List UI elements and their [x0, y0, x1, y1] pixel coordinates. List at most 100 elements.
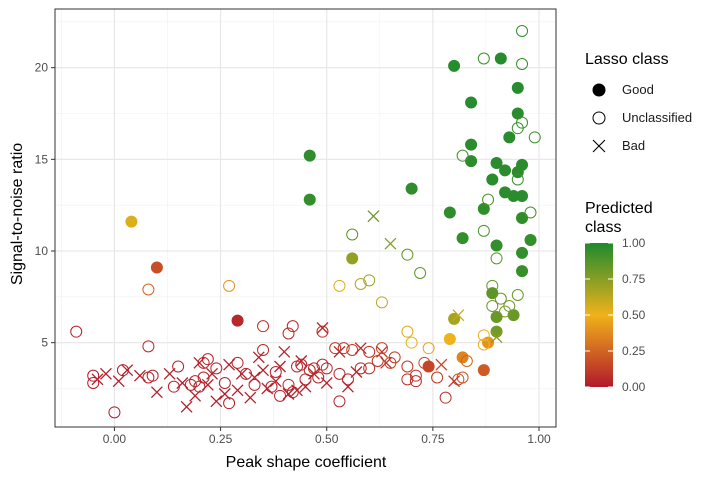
point-bad — [375, 345, 388, 358]
point-unclassified — [477, 224, 490, 237]
point-unclassified — [363, 362, 376, 375]
point-unclassified — [414, 267, 427, 279]
point-bad — [380, 356, 393, 369]
point-good — [465, 96, 478, 109]
point-unclassified — [320, 362, 333, 375]
point-unclassified — [354, 278, 367, 290]
point-unclassified — [490, 252, 503, 265]
point-good — [516, 212, 529, 224]
y-tick-label: 15 — [35, 152, 49, 166]
point-bad — [490, 331, 503, 344]
point-unclassified — [341, 373, 354, 386]
point-good — [477, 202, 490, 215]
point-unclassified — [511, 173, 524, 186]
point-unclassified — [511, 289, 524, 301]
point-unclassified — [477, 338, 490, 351]
legend-bad-marker — [592, 139, 606, 153]
point-good — [490, 239, 503, 252]
point-bad — [278, 345, 291, 358]
point-unclassified — [494, 292, 507, 305]
x-tick-label: 0.75 — [421, 432, 445, 446]
point-unclassified — [116, 364, 129, 377]
point-good — [507, 190, 520, 202]
point-unclassified — [282, 327, 295, 340]
point-bad — [316, 322, 329, 334]
point-good — [477, 364, 490, 377]
point-good — [511, 81, 524, 94]
colorbar-tick-label: 0.50 — [622, 308, 646, 322]
point-bad — [218, 388, 231, 400]
shape-legend: Lasso class Good Unclassified Bad — [585, 51, 692, 153]
point-unclassified — [477, 329, 490, 342]
point-unclassified — [516, 116, 529, 129]
legend-good-label: Good — [622, 82, 654, 97]
point-bad — [235, 367, 248, 380]
point-good — [405, 182, 418, 195]
colorbar-tick-label: 0.25 — [622, 344, 646, 358]
point-good — [494, 52, 507, 65]
plot-border — [54, 8, 557, 428]
point-unclassified — [528, 131, 541, 144]
point-bad — [354, 342, 367, 355]
point-bad — [320, 377, 333, 389]
point-unclassified — [401, 373, 414, 386]
colorbar-tick-label: 0.00 — [622, 380, 646, 394]
legend-unclassified-marker — [592, 111, 606, 125]
point-bad — [244, 391, 257, 404]
point-good — [456, 232, 469, 245]
point-bad — [176, 377, 189, 389]
color-legend: Predicted class 1.00 0.75 0.50 0.25 0.00 — [585, 200, 653, 394]
point-unclassified — [482, 193, 495, 206]
point-unclassified — [363, 274, 376, 287]
y-tick-label: 20 — [35, 61, 49, 75]
point-good — [125, 215, 138, 228]
legend-bad-label: Bad — [622, 138, 645, 153]
point-unclassified — [269, 366, 282, 378]
point-good — [443, 206, 456, 219]
point-unclassified — [460, 355, 473, 367]
point-good — [303, 193, 316, 206]
point-bad — [112, 375, 125, 388]
point-bad — [150, 386, 163, 399]
point-unclassified — [499, 305, 512, 318]
point-unclassified — [486, 300, 499, 312]
x-tick-label: 0.25 — [209, 432, 233, 446]
point-good — [482, 336, 495, 349]
point-unclassified — [142, 340, 155, 353]
point-bad — [295, 355, 308, 367]
point-unclassified — [524, 206, 537, 219]
point-bad — [269, 375, 282, 388]
point-bad — [252, 351, 265, 364]
point-bad — [448, 375, 461, 388]
point-good — [443, 333, 456, 345]
point-bad — [341, 380, 354, 393]
point-unclassified — [477, 52, 490, 65]
point-unclassified — [333, 395, 346, 408]
x-tick-label: 0.50 — [315, 432, 339, 446]
shape-legend-title: Lasso class — [585, 51, 669, 68]
y-tick-label: 5 — [41, 336, 48, 350]
point-unclassified — [282, 378, 295, 391]
point-good — [346, 252, 359, 265]
point-bad — [180, 400, 193, 413]
point-good — [516, 190, 529, 202]
point-good — [499, 164, 512, 177]
point-good — [448, 59, 461, 72]
x-tick-label: 1.00 — [527, 432, 551, 446]
point-unclassified — [184, 378, 197, 391]
point-bad — [435, 358, 448, 371]
point-unclassified — [316, 325, 329, 338]
point-bad — [384, 237, 397, 250]
point-bad — [99, 367, 112, 380]
point-unclassified — [210, 362, 223, 375]
colorbar-tick-label: 1.00 — [622, 236, 646, 250]
point-good — [231, 314, 244, 327]
point-bad — [223, 358, 236, 371]
point-unclassified — [172, 360, 185, 373]
point-good — [490, 325, 503, 338]
point-good — [511, 107, 524, 120]
point-unclassified — [286, 320, 299, 333]
point-bad — [133, 369, 146, 382]
point-good — [465, 138, 478, 151]
